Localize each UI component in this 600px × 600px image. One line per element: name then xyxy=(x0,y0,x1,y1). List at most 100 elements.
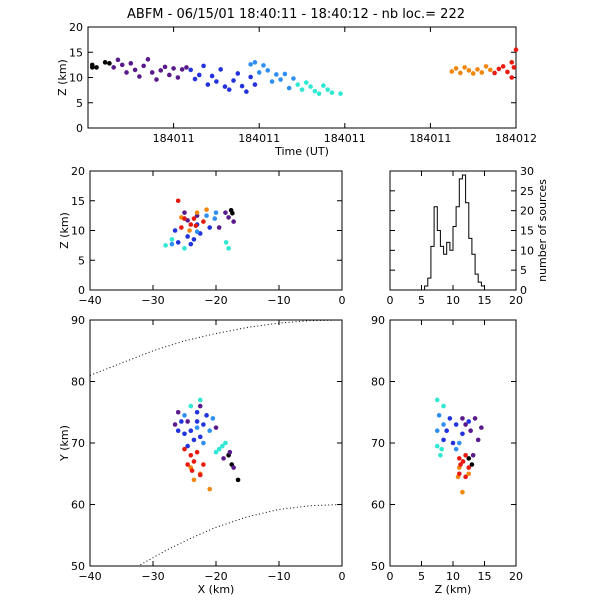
y-tick-label: 15 xyxy=(520,225,534,238)
source-point xyxy=(453,66,459,71)
source-point xyxy=(158,68,164,73)
source-point xyxy=(149,70,155,75)
source-point xyxy=(201,462,206,467)
source-point xyxy=(94,65,99,70)
x-tick-label: 184011 xyxy=(324,132,366,145)
source-point xyxy=(434,443,440,449)
source-point xyxy=(239,83,245,89)
source-point xyxy=(256,70,262,75)
source-point xyxy=(463,422,468,427)
source-point xyxy=(235,477,241,483)
y-tick-label: 20 xyxy=(71,165,85,178)
source-point xyxy=(197,397,203,403)
source-point xyxy=(128,61,134,66)
source-point xyxy=(278,77,283,82)
source-point xyxy=(231,219,236,224)
source-point xyxy=(338,91,343,96)
source-point xyxy=(182,246,187,251)
source-point xyxy=(453,446,459,452)
y-tick-label: 60 xyxy=(371,499,385,512)
y-tick-label: 0 xyxy=(78,284,85,297)
x-tick-label: 15 xyxy=(478,570,492,583)
y-tick-label: 60 xyxy=(71,499,85,512)
x_y-panel: −40 −30 −20 −10 0 50 60 70 80 90 X (km) Y (km) xyxy=(58,314,346,596)
source-point xyxy=(179,225,184,230)
plots-layer: 184011 184011 184011 184011 184012 0 5 10 15 20 Ti… xyxy=(56,21,549,596)
source-point xyxy=(223,440,228,446)
source-point xyxy=(492,70,497,76)
source-point xyxy=(449,69,455,74)
x-tick-label: −30 xyxy=(141,570,164,583)
source-point xyxy=(185,419,190,424)
source-point xyxy=(441,403,446,409)
source-point xyxy=(222,84,228,89)
source-point xyxy=(505,69,510,75)
source-point xyxy=(475,437,481,443)
source-point xyxy=(141,63,146,69)
source-point xyxy=(462,65,467,70)
source-point xyxy=(169,241,175,247)
source-point xyxy=(444,428,450,434)
source-point xyxy=(196,72,202,78)
source-point xyxy=(231,465,236,470)
source-point xyxy=(466,456,472,461)
source-point xyxy=(210,416,216,421)
x-tick-label: −10 xyxy=(267,294,290,307)
y-tick-label: 90 xyxy=(371,314,385,327)
source-point xyxy=(457,440,462,446)
source-point xyxy=(274,72,279,77)
x-axis-label: Time (UT) xyxy=(274,145,329,158)
source-point xyxy=(295,82,301,87)
x-tick-label: 184011 xyxy=(409,132,451,145)
source-point xyxy=(132,67,138,73)
source-point xyxy=(201,422,206,427)
source-point xyxy=(172,422,178,427)
source-point xyxy=(213,449,219,455)
source-point xyxy=(169,237,175,242)
x-tick-label: 184011 xyxy=(153,132,195,145)
source-point xyxy=(197,403,203,409)
source-point xyxy=(226,215,231,220)
x-tick-label: 0 xyxy=(339,570,346,583)
source-point xyxy=(188,67,194,73)
source-point xyxy=(479,425,484,430)
source-point xyxy=(447,416,453,421)
source-point xyxy=(460,431,465,437)
source-point xyxy=(197,472,203,478)
y-tick-label: 70 xyxy=(71,437,85,450)
source-point xyxy=(248,62,253,67)
source-point xyxy=(175,198,181,204)
source-point xyxy=(458,70,463,76)
source-point xyxy=(511,65,517,70)
source-point xyxy=(193,223,199,229)
source-point xyxy=(194,419,200,424)
source-point xyxy=(171,66,176,71)
source-point xyxy=(329,90,335,95)
x_z-frame xyxy=(89,170,343,291)
source-point xyxy=(472,416,478,421)
source-point xyxy=(321,83,326,88)
source-point xyxy=(463,474,468,480)
source-point xyxy=(154,77,159,82)
source-point xyxy=(175,75,181,80)
source-point xyxy=(460,459,466,464)
source-point xyxy=(207,486,212,492)
source-point xyxy=(175,240,181,245)
source-point xyxy=(201,219,206,224)
source-point xyxy=(500,64,506,69)
source-point xyxy=(194,425,200,430)
source-point xyxy=(299,87,305,92)
y-tick-label: 15 xyxy=(69,46,83,59)
x-tick-label: −10 xyxy=(267,570,290,583)
source-point xyxy=(188,222,194,227)
x-tick-label: 0 xyxy=(387,570,394,583)
x-tick-label: −30 xyxy=(141,294,164,307)
source-point xyxy=(137,74,142,79)
source-point xyxy=(470,71,476,76)
y-tick-label: 25 xyxy=(520,185,534,198)
source-point xyxy=(194,210,200,215)
y-axis-label: Z (km) xyxy=(56,59,69,96)
source-point xyxy=(434,428,440,434)
